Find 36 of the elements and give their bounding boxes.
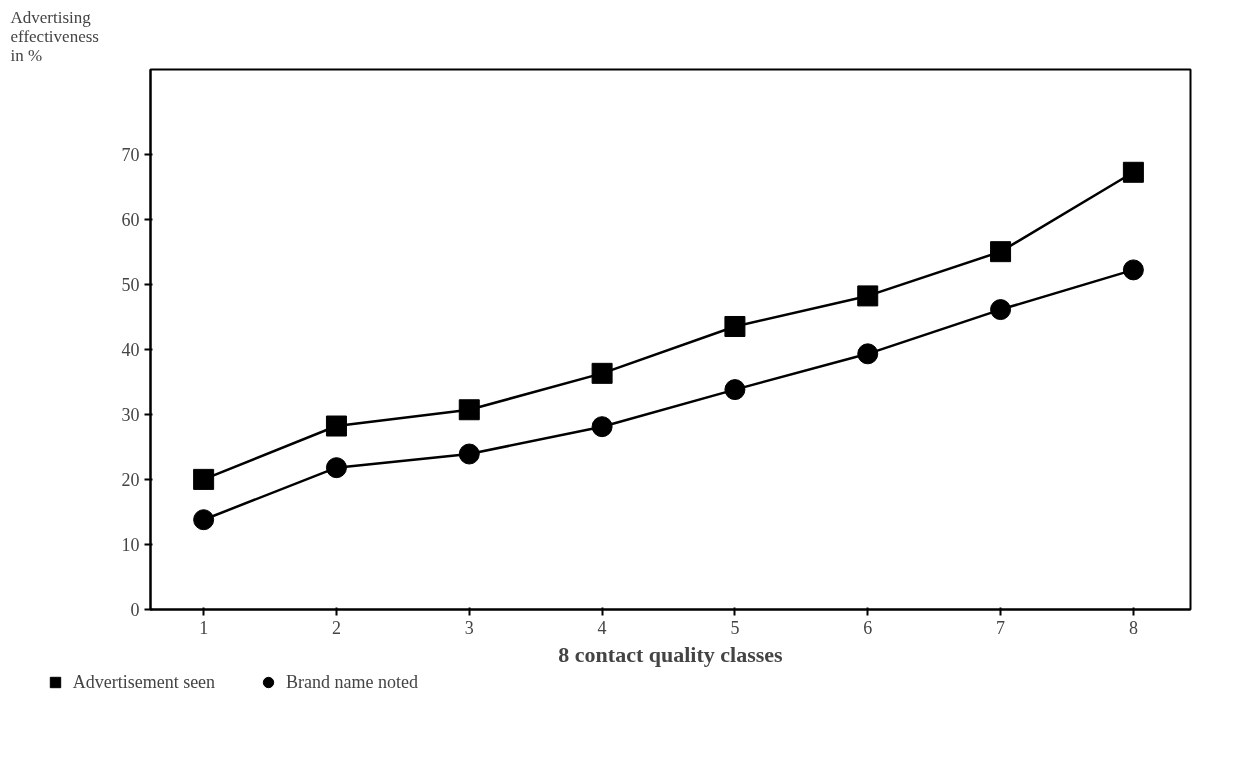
y-tick-label: 30 bbox=[121, 404, 140, 425]
point bbox=[591, 362, 613, 384]
x-tick-label: 5 bbox=[730, 617, 740, 638]
x-tick-label: 8 bbox=[1128, 617, 1138, 638]
point bbox=[458, 443, 480, 465]
y-tick-label: 10 bbox=[121, 534, 140, 555]
legend-label: Brand name noted bbox=[286, 670, 419, 694]
point bbox=[193, 509, 215, 531]
x-tick-label: 4 bbox=[597, 617, 607, 638]
y-tick-label: 50 bbox=[121, 274, 140, 295]
point bbox=[857, 285, 879, 307]
point bbox=[857, 343, 879, 365]
point bbox=[591, 416, 613, 438]
point bbox=[325, 457, 347, 479]
y-tick-label: 70 bbox=[121, 144, 140, 165]
point bbox=[193, 468, 215, 490]
point bbox=[325, 415, 347, 437]
point bbox=[1122, 161, 1144, 183]
x-tick-label: 3 bbox=[464, 617, 474, 638]
point bbox=[458, 399, 480, 421]
x-tick-label: 6 bbox=[863, 617, 873, 638]
legend-label: Advertisement seen bbox=[72, 670, 216, 694]
x-tick-label: 7 bbox=[996, 617, 1006, 638]
point bbox=[1122, 259, 1144, 281]
point bbox=[990, 299, 1012, 321]
y-axis-title: Advertising effectiveness in % bbox=[10, 7, 99, 65]
y-tick-label: 40 bbox=[121, 339, 140, 360]
x-tick-label: 1 bbox=[199, 617, 209, 638]
y-tick-label: 0 bbox=[130, 600, 140, 620]
y-tick-label: 20 bbox=[121, 469, 140, 490]
x-tick-label: 2 bbox=[331, 617, 341, 638]
point bbox=[990, 241, 1012, 263]
x-axis-title: 8 contact quality classes bbox=[558, 641, 784, 667]
point bbox=[724, 379, 746, 401]
y-tick-label: 60 bbox=[121, 209, 140, 230]
point bbox=[724, 315, 746, 337]
